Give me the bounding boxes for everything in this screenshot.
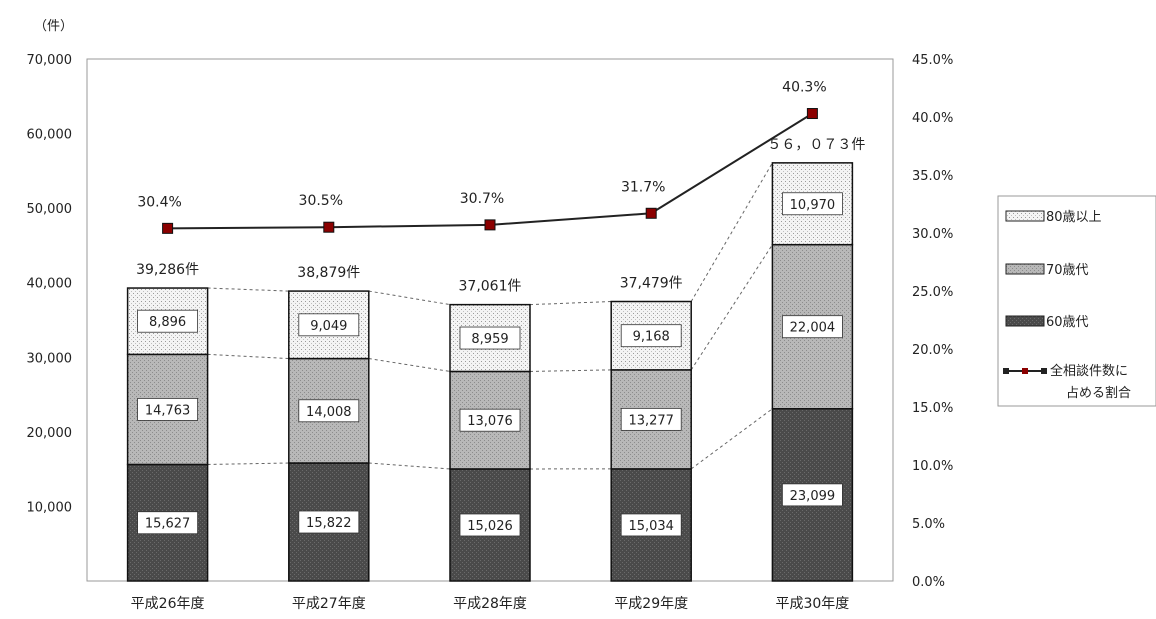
ratio-marker (646, 208, 656, 218)
series-connector-line (208, 354, 289, 358)
ratio-marker (324, 222, 334, 232)
bar-total-label: 38,879件 (297, 265, 360, 281)
ratio-value-label: 31.7% (621, 179, 665, 195)
series-connector-line (691, 409, 772, 469)
y-left-tick-label: 10,000 (27, 500, 73, 515)
bar-total-label: 37,061件 (459, 279, 522, 295)
ratio-value-label: 30.4% (137, 194, 181, 210)
y-right-tick-label: 40.0% (912, 111, 953, 126)
series-connector-line (208, 463, 289, 464)
y-right-tick-label: 25.0% (912, 285, 953, 300)
ratio-line (168, 114, 813, 229)
y-left-tick-label: 20,000 (27, 426, 73, 441)
y-right-tick-label: 45.0% (912, 53, 953, 68)
bar-value-label: 8,959 (471, 332, 508, 347)
bar-value-label: 22,004 (790, 321, 836, 336)
legend-label-60s: 60歳代 (1046, 315, 1089, 330)
legend-line-marker (1022, 368, 1028, 374)
bar-value-label: 13,076 (467, 414, 513, 429)
bar-value-label: 15,026 (467, 519, 513, 534)
series-connector-line (691, 163, 772, 302)
ratio-value-label: 30.7% (460, 191, 504, 207)
series-connector-line (369, 291, 450, 305)
y-right-tick-label: 10.0% (912, 459, 953, 474)
legend-label-ratio-line2: 占める割合 (1066, 385, 1131, 401)
ratio-value-label: 30.5% (299, 193, 343, 209)
x-category-label: 平成28年度 (453, 596, 527, 612)
series-connector-line (691, 245, 772, 370)
bar-value-label: 13,277 (628, 413, 674, 428)
bar-value-label: 14,008 (306, 405, 352, 420)
y-right-tick-label: 5.0% (912, 517, 945, 532)
bar-value-label: 14,763 (145, 403, 191, 418)
y-right-tick-label: 15.0% (912, 401, 953, 416)
bar-value-label: 9,049 (310, 319, 347, 334)
legend-line-marker (1003, 368, 1009, 374)
bar-value-label: 15,627 (145, 517, 191, 532)
legend-label-70s: 70歳代 (1046, 263, 1089, 278)
legend: 80歳以上 70歳代 60歳代 全相談件数に 占める割合 (998, 196, 1156, 406)
legend-label-80s: 80歳以上 (1046, 210, 1102, 225)
bar-value-label: 23,099 (790, 489, 836, 504)
legend-line-marker (1041, 368, 1047, 374)
y-left-tick-label: 60,000 (27, 128, 73, 143)
y-left-tick-label: 40,000 (27, 277, 73, 292)
y-left-tick-label: 70,000 (27, 53, 73, 68)
y-right-tick-label: 30.0% (912, 227, 953, 242)
ratio-marker (163, 223, 173, 233)
bar-value-label: 10,970 (790, 198, 836, 213)
bar-value-label: 15,822 (306, 516, 352, 531)
series-connector-line (530, 370, 611, 372)
y-right-tick-label: 20.0% (912, 343, 953, 358)
y-left-tick-label: 30,000 (27, 351, 73, 366)
bar-total-label: 39,286件 (136, 262, 199, 278)
y-right-tick-label: 35.0% (912, 169, 953, 184)
x-category-label: 平成27年度 (292, 596, 366, 612)
bar-value-label: 9,168 (633, 330, 670, 345)
bar-total-label: 37,479件 (620, 276, 683, 292)
ratio-value-label: 40.3% (782, 80, 826, 96)
bar-value-label: 8,896 (149, 315, 186, 330)
x-category-label: 平成29年度 (614, 596, 688, 612)
bar-value-label: 15,034 (628, 519, 674, 534)
ratio-marker (807, 109, 817, 119)
y-left-tick-label: 50,000 (27, 202, 73, 217)
y-right-tick-label: 0.0% (912, 575, 945, 590)
x-category-label: 平成30年度 (775, 596, 849, 612)
series-connector-line (530, 302, 611, 305)
ratio-marker (485, 220, 495, 230)
series-connector-line (369, 463, 450, 469)
series-connector-line (208, 288, 289, 291)
legend-label-ratio-line1: 全相談件数に (1050, 363, 1128, 379)
bar-total-label: ５６，０７３件 (767, 137, 865, 153)
y-axis-unit-label: （件） (34, 19, 73, 34)
x-category-label: 平成26年度 (131, 596, 205, 612)
series-connector-line (369, 359, 450, 372)
legend-swatch-60s (1006, 316, 1044, 326)
legend-swatch-70s (1006, 264, 1044, 274)
legend-swatch-80s (1006, 211, 1044, 221)
